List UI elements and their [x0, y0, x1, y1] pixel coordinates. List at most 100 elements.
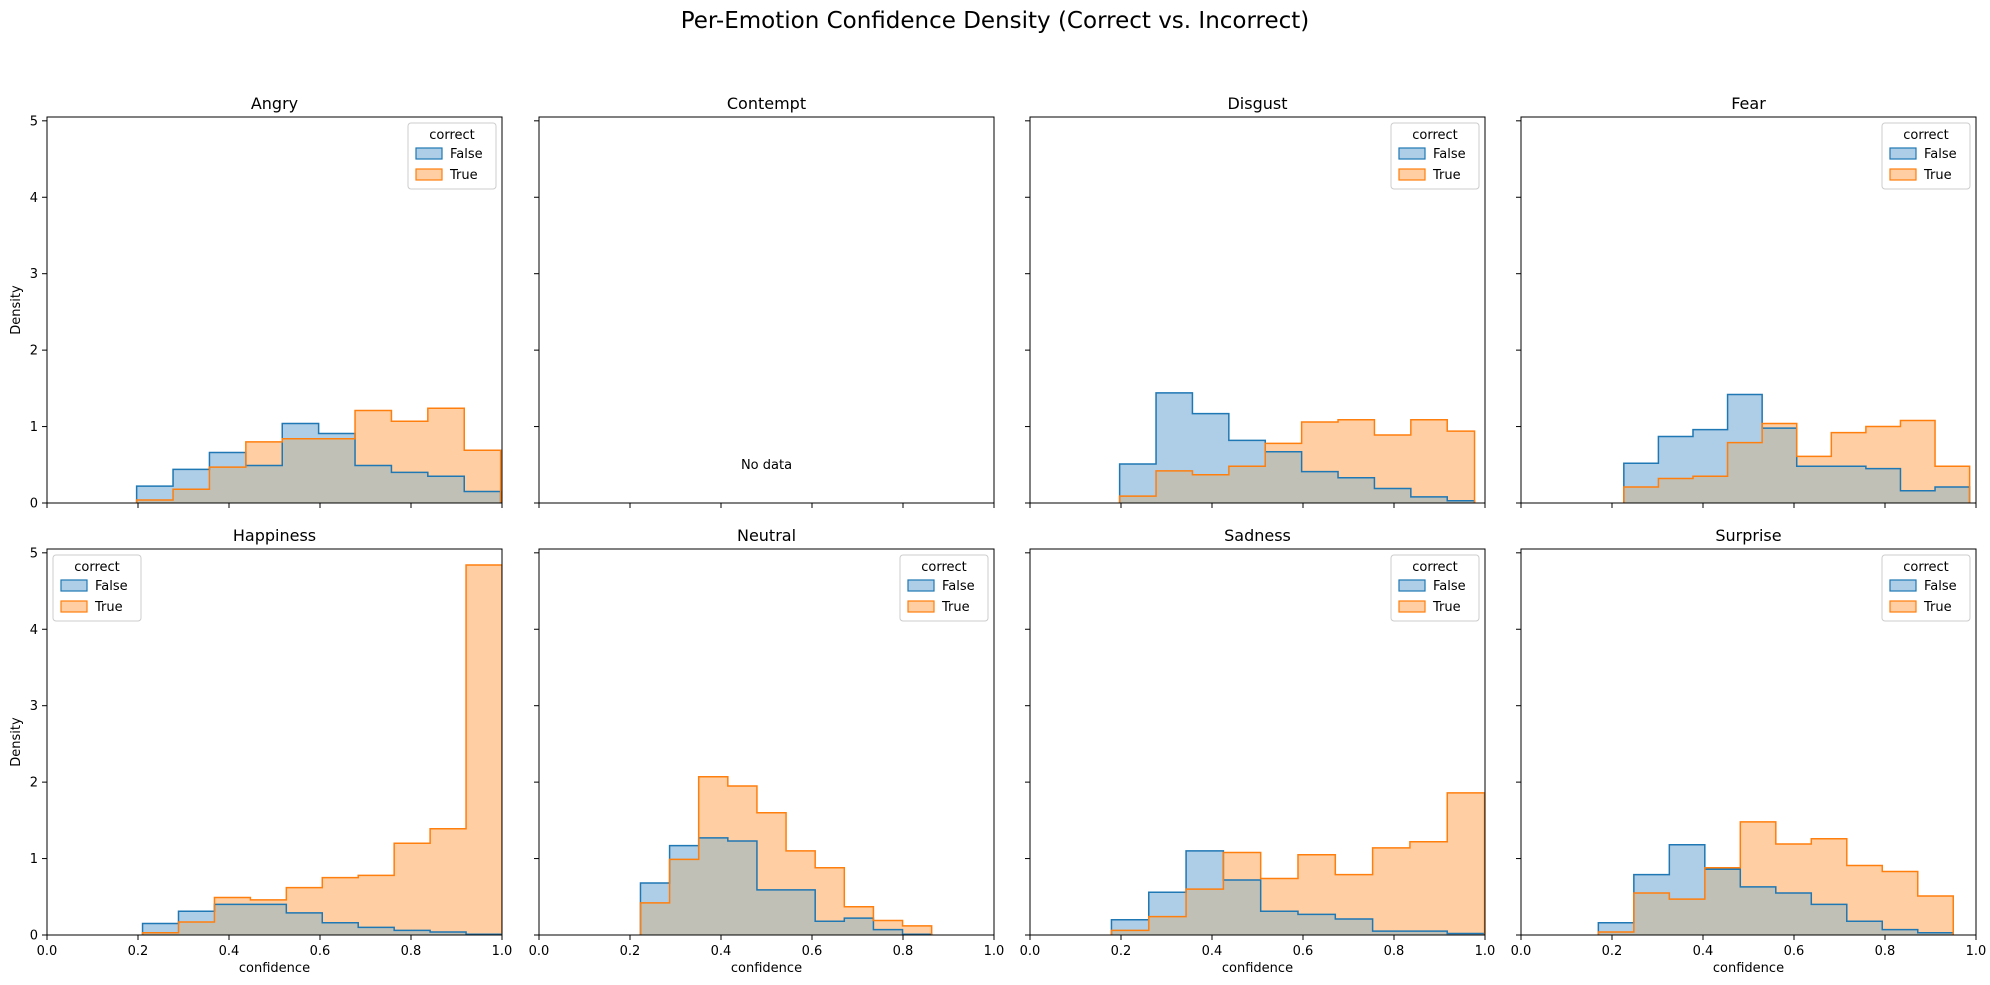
y-tick-label: 3	[30, 267, 38, 282]
legend-title: correct	[1903, 560, 1949, 575]
axes-frame	[538, 548, 995, 936]
x-axis-label: confidence	[731, 961, 802, 976]
legend-label-true: True	[1923, 600, 1952, 615]
legend-swatch-true	[415, 168, 443, 181]
legend: correct False True	[1390, 554, 1480, 622]
panel-title: Angry	[251, 94, 298, 113]
x-axis-label: confidence	[1222, 961, 1293, 976]
legend-label-false: False	[1924, 579, 1957, 594]
legend-swatch-true	[907, 600, 935, 613]
axes-frame	[46, 116, 503, 504]
legend-swatch-false	[60, 579, 88, 592]
y-tick-label: 5	[30, 114, 38, 129]
x-tick-label: 0.8	[1875, 944, 1896, 959]
legend-swatch-false	[415, 147, 443, 160]
series-line-false	[1597, 844, 1954, 935]
panel-title: Fear	[1731, 94, 1766, 113]
legend-label-true: True	[941, 600, 970, 615]
y-axis-label: Density	[9, 285, 24, 335]
series-line-false	[639, 837, 933, 935]
y-tick-label: 1	[30, 420, 38, 435]
legend-swatch-true	[60, 600, 88, 613]
legend-label-false: False	[1433, 579, 1466, 594]
axes-frame	[1029, 548, 1486, 936]
x-tick-label: 0.8	[1384, 944, 1405, 959]
x-tick-label: 0.6	[310, 944, 331, 959]
series-overlap	[1119, 451, 1475, 503]
y-tick-label: 2	[30, 344, 38, 359]
x-tick-label: 1.0	[492, 944, 513, 959]
x-axis-label: confidence	[1713, 961, 1784, 976]
axes-frame	[1520, 548, 1977, 936]
legend-label-true: True	[94, 600, 123, 615]
x-tick-label: 0.6	[1293, 944, 1314, 959]
legend-label-false: False	[450, 147, 483, 162]
legend-swatch-true	[1398, 168, 1426, 181]
y-tick-label: 4	[30, 623, 38, 638]
series-overlap	[1111, 879, 1485, 935]
panel-title: Happiness	[233, 526, 316, 545]
legend-title: correct	[74, 560, 120, 575]
legend-swatch-true	[1889, 168, 1917, 181]
x-tick-label: 0.2	[1111, 944, 1132, 959]
panel-title: Neutral	[737, 526, 796, 545]
x-tick-label: 0.6	[802, 944, 823, 959]
legend-swatch-false	[1398, 147, 1426, 160]
series-line-true	[639, 776, 933, 935]
plot-area	[1597, 821, 1954, 935]
panel-title: Sadness	[1224, 526, 1291, 545]
panel-neutral: Neutral 0.0 0.2 0.4 0.6 0.8 1.0 confidence corre…	[529, 526, 1005, 976]
plot-area	[639, 776, 933, 935]
legend-swatch-false	[1889, 579, 1917, 592]
x-tick-label: 1.0	[1966, 944, 1987, 959]
facet-grid: Angry 0 1 2 3 4 5 Density correct False True Contem…	[9, 94, 1986, 976]
legend-label-true: True	[1432, 600, 1461, 615]
axes-frame	[538, 116, 995, 504]
legend-label-false: False	[1433, 147, 1466, 162]
plot-area	[141, 564, 502, 935]
x-tick-label: 0.8	[893, 944, 914, 959]
panel-contempt: Contempt No data	[534, 94, 995, 508]
series-line-false	[141, 903, 502, 935]
legend: correct False True	[1881, 122, 1971, 190]
legend-swatch-false	[907, 579, 935, 592]
legend-title: correct	[921, 560, 967, 575]
series-line-true	[1118, 418, 1476, 503]
panel-title: Surprise	[1715, 526, 1781, 545]
axes-frame	[1520, 116, 1977, 504]
legend-swatch-false	[1889, 147, 1917, 160]
plot-area	[1623, 393, 1971, 503]
series-line-false	[135, 422, 502, 503]
x-tick-label: 0.0	[529, 944, 550, 959]
legend: correct False True	[1390, 122, 1480, 190]
y-tick-label: 2	[30, 776, 38, 791]
plot-area	[135, 407, 502, 503]
x-tick-label: 1.0	[1475, 944, 1496, 959]
panel-surprise: Surprise 0.0 0.2 0.4 0.6 0.8 1.0 confidence corr…	[1511, 526, 1987, 976]
plot-area	[1118, 392, 1476, 503]
axes-frame	[1029, 116, 1486, 504]
x-tick-label: 1.0	[984, 944, 1005, 959]
legend-label-true: True	[1432, 168, 1461, 183]
legend-label-true: True	[449, 168, 478, 183]
no-data-label: No data	[741, 458, 792, 473]
legend-title: correct	[1412, 128, 1458, 143]
panel-disgust: Disgust correct False True	[1025, 94, 1486, 508]
series-line-false	[1118, 392, 1476, 503]
panel-happiness: Happiness 0 1 2 3 4 5 0.0 0.2 0.4 0.6 0.8 1.0 confide…	[9, 526, 512, 976]
legend: correct False True	[407, 122, 497, 190]
x-axis-label: confidence	[239, 961, 310, 976]
legend-swatch-false	[1398, 579, 1426, 592]
series-overlap	[640, 837, 932, 935]
x-tick-label: 0.0	[1511, 944, 1532, 959]
x-tick-label: 0.8	[401, 944, 422, 959]
panel-title: Contempt	[727, 94, 806, 113]
series-line-true	[1597, 821, 1954, 935]
legend-title: correct	[1903, 128, 1949, 143]
legend-swatch-true	[1889, 600, 1917, 613]
x-tick-label: 0.2	[128, 944, 149, 959]
series-line-true	[141, 564, 502, 935]
legend: correct False True	[1881, 554, 1971, 622]
legend-swatch-true	[1398, 600, 1426, 613]
legend-label-false: False	[1924, 147, 1957, 162]
